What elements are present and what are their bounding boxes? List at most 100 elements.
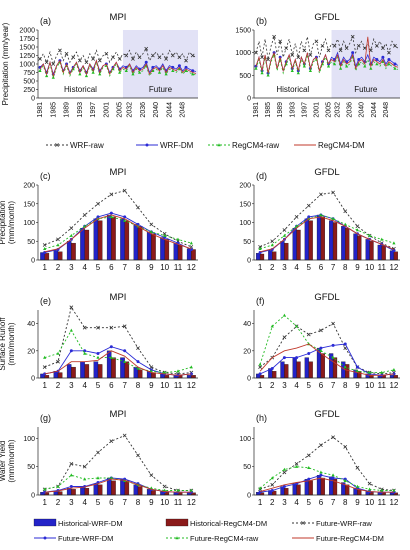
data-point [77,58,82,63]
data-point [282,233,287,237]
y-tick-label: 100 [239,220,251,227]
data-point [83,351,87,355]
data-point [177,55,182,60]
data-point [332,43,337,48]
data-point [149,365,154,370]
legend-marker [43,536,47,540]
data-point [362,46,367,51]
data-point [272,34,277,39]
data-point [343,444,348,449]
x-tick-label: 4 [82,498,87,507]
data-point [163,488,167,492]
bar [292,483,297,496]
data-point [258,362,262,366]
y-tick-label: 50 [27,239,35,246]
data-point [282,467,287,471]
data-point [176,488,180,492]
panel-label: (b) [256,16,267,26]
data-point [306,453,311,458]
legend-marker [175,536,179,540]
bar [160,237,165,261]
data-point [56,237,60,242]
data-point [319,328,323,333]
legend-swatch [165,518,189,527]
x-tick-label: 6 [319,381,324,390]
data-point [171,65,175,69]
bar [106,350,112,379]
x-tick-label: 1989 [64,102,71,118]
data-point [393,66,397,70]
data-point [69,349,73,353]
x-tick-label: 2036 [140,102,147,118]
bar [186,375,192,379]
x-tick-label: 8 [343,381,348,390]
y-tick-label: 20 [243,348,251,355]
series-line [44,214,192,253]
x-tick-label: 7 [122,498,127,507]
data-point [331,216,335,220]
x-tick-label: 5 [307,381,312,390]
y-tick-label: 500 [23,79,35,86]
x-tick-label: 11 [378,263,387,272]
data-point [176,237,180,241]
x-tick-label: 2 [270,381,275,390]
data-point [136,205,140,210]
data-point [38,57,42,61]
data-point [137,55,142,60]
x-tick-label: 9 [149,498,154,507]
legend-label: Future-RegCM4-raw [190,534,259,543]
data-point [96,352,100,356]
panel-label: (f) [256,296,265,306]
bar [389,375,395,379]
legend-entry: RegCM4-DM [294,141,365,150]
series-line [44,434,192,491]
data-point [149,473,154,478]
data-point [122,188,127,193]
series-line [259,322,394,375]
data-point [151,65,155,69]
panel-title: GFDL [314,167,339,178]
x-tick-label: 10 [160,381,169,390]
data-point [282,356,286,360]
data-point [83,224,87,228]
x-tick-label: 11 [378,381,387,390]
bar [120,218,125,261]
y-tick-label: 0 [31,258,35,265]
data-point [191,69,195,73]
data-point [91,57,95,61]
data-point [368,48,373,53]
data-point [343,209,348,214]
x-tick-label: 2048 [383,102,390,118]
data-point [367,481,372,486]
y-tick-label: 250 [23,87,35,94]
bar [329,220,334,261]
data-point [122,324,127,329]
data-point [69,461,74,466]
x-tick-label: 12 [187,498,196,507]
data-point [162,231,167,236]
y-tick-label: 50 [243,239,251,246]
x-tick-label: 5 [307,263,312,272]
data-point [307,477,311,481]
data-point [338,48,343,53]
data-point [355,365,359,369]
data-point [294,214,299,219]
data-point [308,53,313,57]
y-tick-label: 1000 [19,62,35,69]
data-point [184,65,188,69]
x-tick-label: 1997 [301,102,308,118]
bar [93,361,99,379]
data-point [117,57,122,61]
data-point [111,55,115,60]
x-tick-label: 12 [389,498,398,507]
bar [320,353,325,379]
series-wrf-raw [254,34,399,62]
x-tick-label: 2044 [166,102,173,118]
series-line [39,60,197,80]
data-point [266,73,270,77]
series-line [255,35,399,60]
panel-label: (e) [40,296,51,306]
data-point [149,222,154,227]
bar [292,357,297,379]
